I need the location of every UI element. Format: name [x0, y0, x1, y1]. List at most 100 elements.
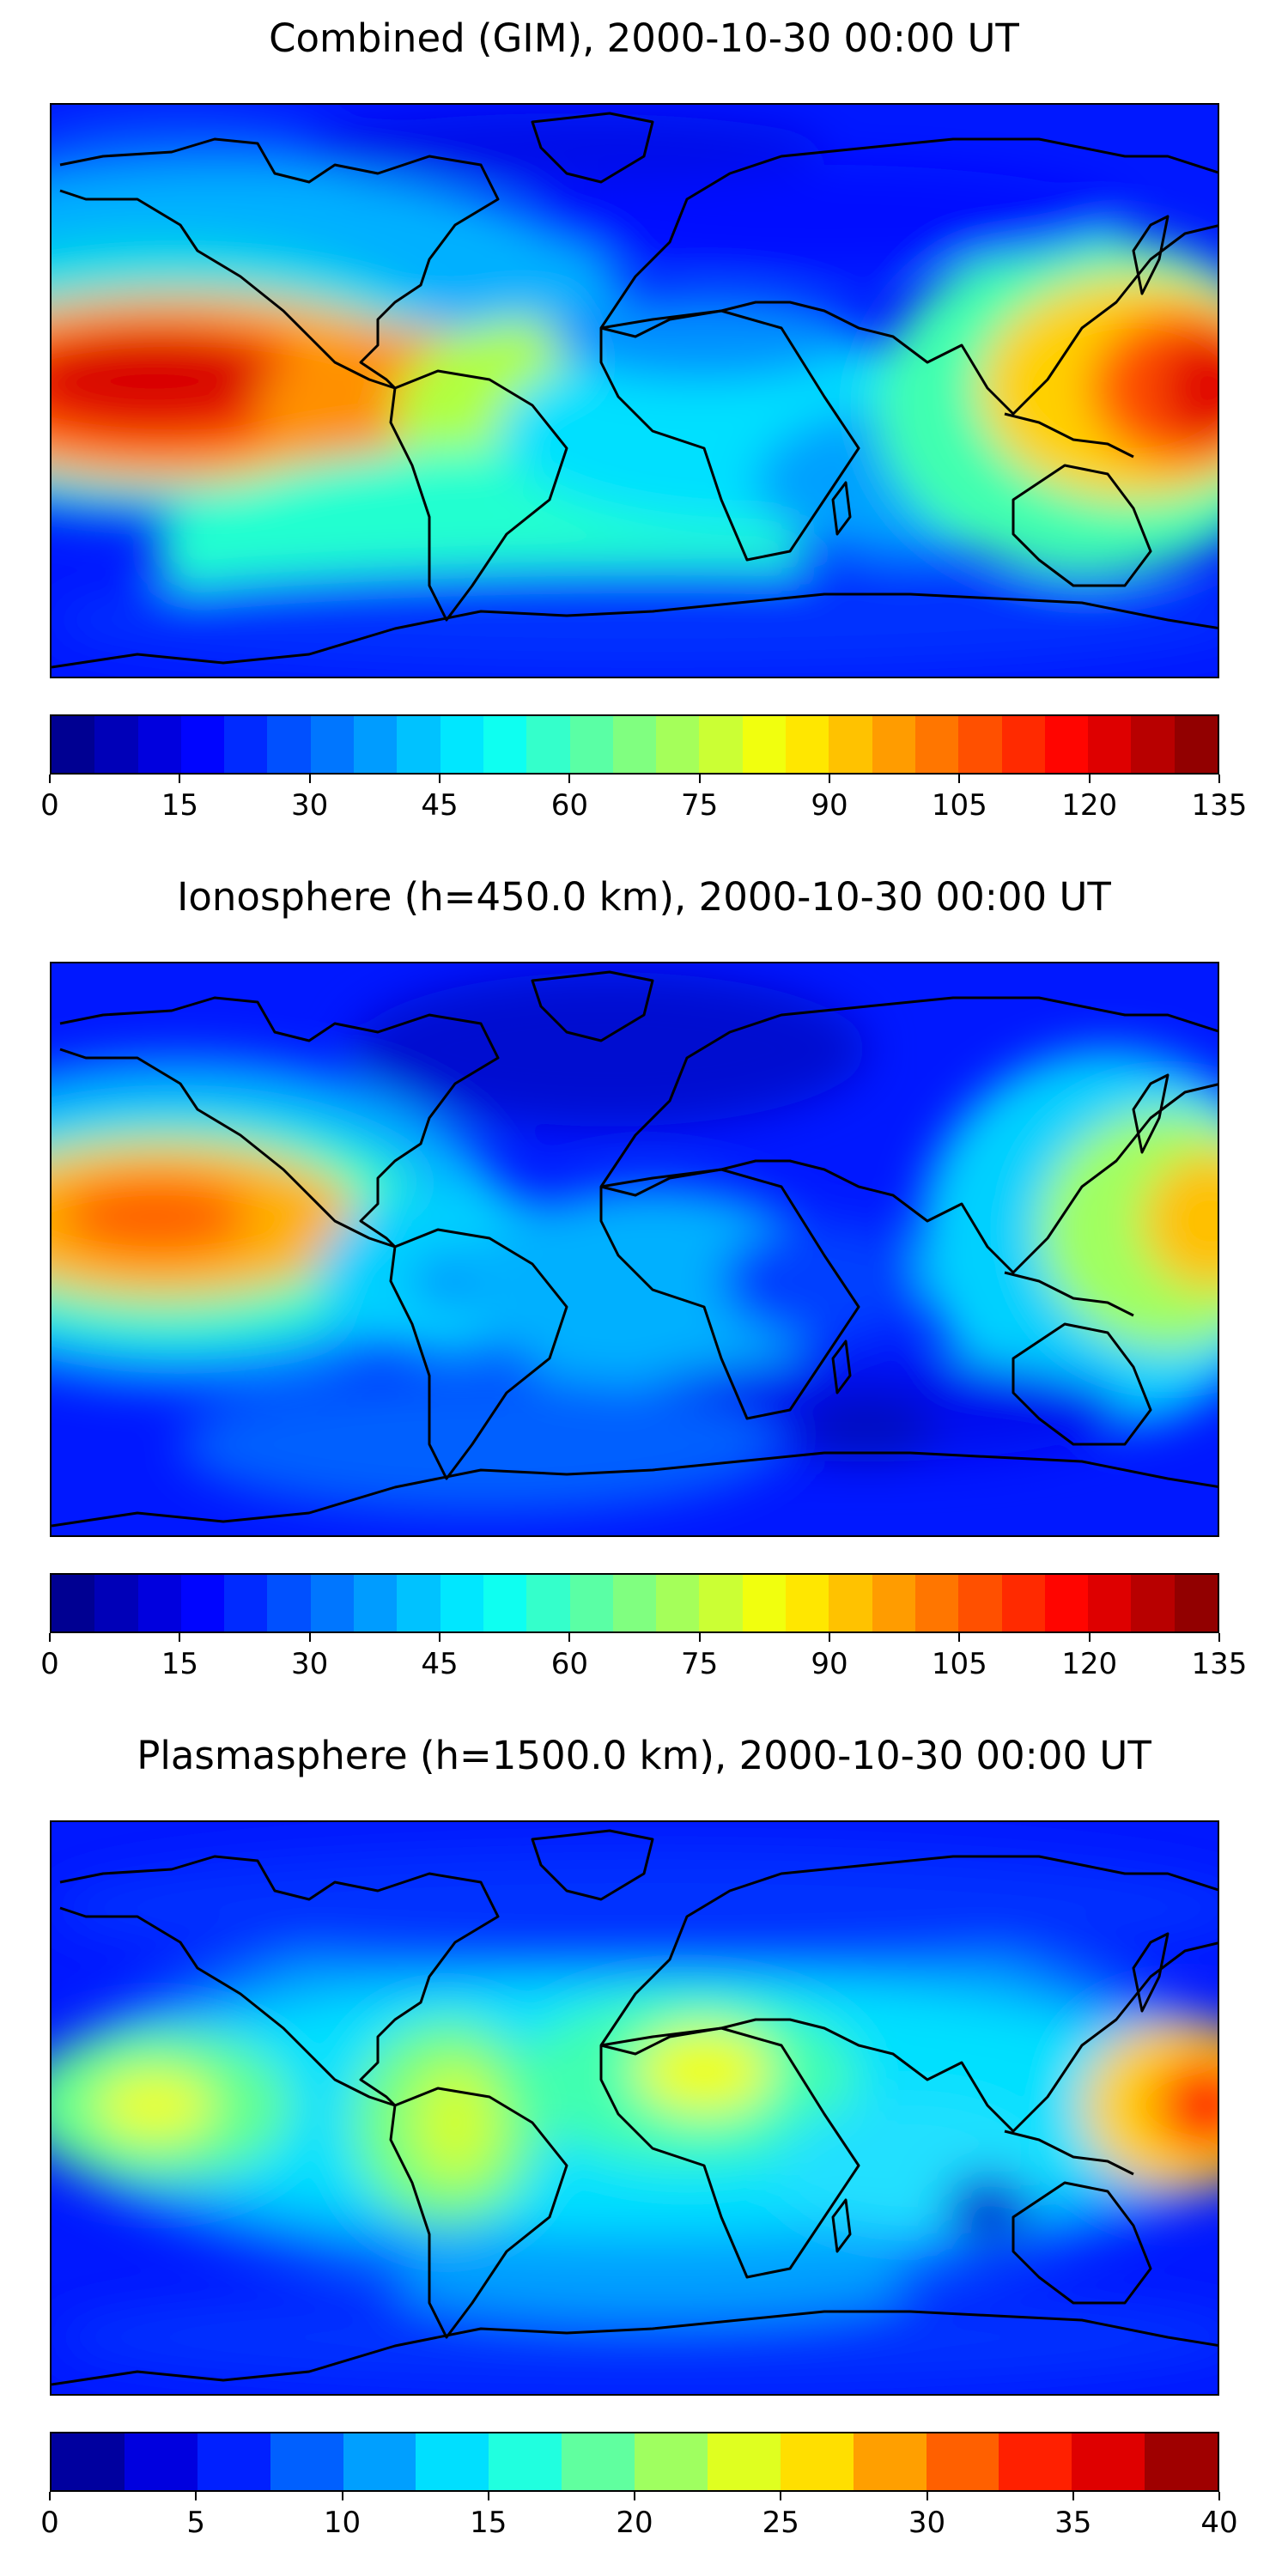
- tick-mark: [179, 775, 181, 783]
- tick-mark: [698, 1633, 701, 1642]
- colorbar-level: [656, 716, 700, 773]
- colorbar-level: [829, 716, 872, 773]
- colorbar: [50, 714, 1219, 775]
- colorbar-level: [569, 716, 613, 773]
- tick-label: 135: [1191, 1647, 1248, 1681]
- tick-label: 35: [1054, 2506, 1092, 2540]
- colorbar-level: [1088, 716, 1132, 773]
- colorbar-level: [526, 1575, 570, 1631]
- tick-mark: [1218, 2492, 1220, 2500]
- colorbar-level: [829, 1575, 872, 1631]
- tick-mark: [958, 1633, 961, 1642]
- colorbar-level: [1131, 716, 1175, 773]
- colorbar-level: [1001, 1575, 1045, 1631]
- colorbar-ticks: 0 15 30 45 60 75 90 105 120 135: [40, 775, 1247, 835]
- tick-label: 75: [681, 788, 719, 823]
- tick-mark: [698, 775, 701, 783]
- south-america-coast: [389, 2087, 568, 2339]
- colorbar-level: [786, 1575, 829, 1631]
- tick-mark: [49, 1633, 51, 1642]
- colorbar-level: [343, 2433, 416, 2490]
- tick-mark: [1072, 2492, 1074, 2500]
- africa-coast: [599, 1168, 860, 1420]
- colorbar-level: [180, 716, 225, 773]
- colorbar-level: [742, 716, 787, 773]
- colorbar-level: [853, 2433, 927, 2490]
- colorbar-level: [612, 1575, 657, 1631]
- tick-mark: [1088, 1633, 1091, 1642]
- tick-label: 60: [550, 788, 588, 823]
- tick-label: 25: [762, 2506, 799, 2540]
- colorbar-ticks: 0 5 10 15 20 25 30 35 40: [40, 2492, 1238, 2552]
- tick-label: 40: [1200, 2506, 1238, 2540]
- tick-label: 15: [161, 1647, 198, 1681]
- madagascar-coast: [831, 2198, 852, 2253]
- colorbar-level: [526, 716, 570, 773]
- tick-label: 20: [616, 2506, 653, 2540]
- colorbar-level: [180, 1575, 225, 1631]
- tick-mark: [780, 2492, 782, 2500]
- tick-label: 135: [1191, 788, 1248, 823]
- colorbar-level: [440, 1575, 483, 1631]
- tick-label: 120: [1061, 1647, 1118, 1681]
- tick-label: 10: [323, 2506, 361, 2540]
- tick-mark: [829, 1633, 830, 1642]
- map-canvas: [52, 1822, 1218, 2394]
- japan-coast: [1132, 1932, 1170, 2013]
- tick-label: 105: [931, 1647, 987, 1681]
- south-america-coast: [389, 369, 568, 622]
- tick-label: 45: [421, 788, 459, 823]
- colorbar-level: [489, 2433, 562, 2490]
- greenland-coast: [531, 112, 654, 184]
- antarctica-coast: [52, 592, 1218, 669]
- colorbar-level: [872, 1575, 915, 1631]
- tick-mark: [49, 775, 51, 783]
- colorbar-level: [635, 2433, 708, 2490]
- colorbar-level: [562, 2433, 635, 2490]
- tec-field: [52, 1848, 1218, 2389]
- antarctica-coast: [52, 2310, 1218, 2386]
- tick-label: 5: [186, 2506, 206, 2540]
- colorbar-level: [52, 2433, 125, 2490]
- colorbar-level: [267, 716, 311, 773]
- colorbar-level: [872, 716, 915, 773]
- colorbar-level: [958, 716, 1002, 773]
- tick-mark: [308, 775, 311, 783]
- indonesia-coast: [1004, 412, 1134, 459]
- tec-field: [52, 972, 1218, 1513]
- tick-label: 90: [811, 1647, 848, 1681]
- tick-mark: [1218, 775, 1220, 783]
- japan-coast: [1132, 215, 1170, 295]
- tick-mark: [487, 2492, 489, 2500]
- colorbar-level: [1072, 2433, 1145, 2490]
- north-america-coast: [59, 1855, 500, 2107]
- antarctica-coast: [52, 1451, 1218, 1528]
- colorbar-level: [354, 1575, 398, 1631]
- colorbar: [50, 1573, 1219, 1633]
- colorbar-level: [569, 1575, 613, 1631]
- colorbar-level: [699, 716, 743, 773]
- tick-mark: [829, 775, 830, 783]
- tick-label: 0: [40, 788, 59, 823]
- colorbar-level: [224, 716, 268, 773]
- tick-mark: [926, 2492, 928, 2500]
- tick-mark: [568, 1633, 571, 1642]
- panel-combined: Combined (GIM), 2000-10-30 00:00 UT: [0, 0, 1288, 859]
- tec-map-ionosphere: [50, 962, 1219, 1537]
- tick-mark: [568, 775, 571, 783]
- tick-label: 15: [470, 2506, 507, 2540]
- colorbar-ticks: 0 15 30 45 60 75 90 105 120 135: [40, 1633, 1247, 1693]
- tick-label: 30: [291, 788, 329, 823]
- indonesia-coast: [1004, 2129, 1134, 2176]
- colorbar-level: [914, 716, 959, 773]
- tick-label: 0: [40, 2506, 59, 2540]
- tick-mark: [1088, 775, 1091, 783]
- colorbar-level: [52, 716, 95, 773]
- coastlines: [52, 1829, 1218, 2386]
- colorbar-level: [914, 1575, 959, 1631]
- colorbar-level: [656, 1575, 700, 1631]
- colorbar-level: [483, 1575, 527, 1631]
- colorbar-level: [310, 716, 355, 773]
- colorbar-level: [1001, 716, 1045, 773]
- colorbar-level: [397, 716, 440, 773]
